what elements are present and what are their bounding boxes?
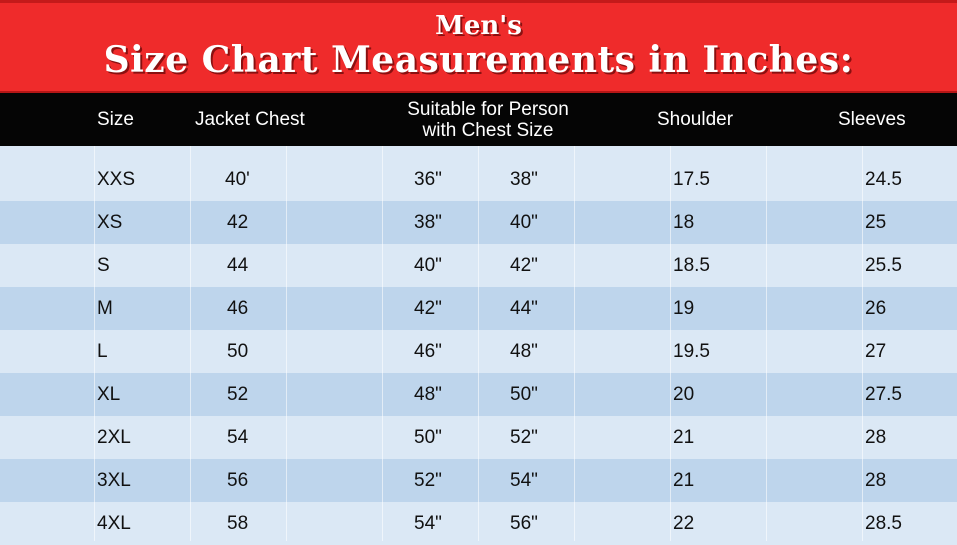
- header-jacket-chest: Jacket Chest: [195, 108, 305, 130]
- cell-chest-to: 56": [510, 513, 538, 534]
- grid-line: [862, 146, 863, 541]
- cell-chest-from: 48": [414, 384, 442, 405]
- cell-chest-from: 36": [414, 169, 442, 190]
- header-suitable-chest: Suitable for Person with Chest Size: [378, 99, 598, 141]
- cell-chest-to: 50": [510, 384, 538, 405]
- header-size: Size: [97, 108, 134, 130]
- cell-jacket-chest: 42: [227, 212, 249, 233]
- cell-shoulder: 18: [673, 212, 695, 233]
- grid-line: [94, 146, 95, 541]
- cell-chest-from: 54": [414, 513, 442, 534]
- cell-shoulder: 22: [673, 513, 695, 534]
- grid-line: [478, 146, 479, 541]
- cell-size: XS: [97, 212, 123, 233]
- cell-sleeves: 25.5: [865, 255, 902, 276]
- cell-shoulder: 19: [673, 298, 695, 319]
- cell-sleeves: 27.5: [865, 384, 902, 405]
- cell-sleeves: 28: [865, 427, 887, 448]
- header-shoulder: Shoulder: [657, 108, 734, 130]
- cell-chest-from: 46": [414, 341, 442, 362]
- cell-chest-from: 52": [414, 470, 442, 491]
- cell-chest-from: 38": [414, 212, 442, 233]
- cell-sleeves: 28.5: [865, 513, 902, 534]
- cell-chest-from: 40": [414, 255, 442, 276]
- grid-line: [766, 146, 767, 541]
- grid-line: [670, 146, 671, 541]
- header-suitable-line-1: Suitable for Person: [407, 99, 569, 120]
- cell-shoulder: 21: [673, 427, 695, 448]
- cell-shoulder: 17.5: [673, 169, 710, 190]
- cell-size: XL: [97, 384, 121, 405]
- cell-jacket-chest: 40': [225, 169, 250, 190]
- cell-size: 3XL: [97, 470, 131, 491]
- cell-chest-to: 54": [510, 470, 538, 491]
- cell-chest-from: 42": [414, 298, 442, 319]
- cell-size: S: [97, 255, 110, 276]
- cell-chest-to: 38": [510, 169, 538, 190]
- header-suitable-line-2: with Chest Size: [422, 120, 554, 141]
- cell-jacket-chest: 58: [227, 513, 249, 534]
- title-banner: Men's Size Chart Measurements in Inches:: [0, 0, 957, 93]
- grid-line: [574, 146, 575, 541]
- header-sleeves: Sleeves: [838, 108, 906, 130]
- cell-jacket-chest: 44: [227, 255, 249, 276]
- cell-chest-to: 48": [510, 341, 538, 362]
- cell-jacket-chest: 50: [227, 341, 249, 362]
- cell-size: 2XL: [97, 427, 131, 448]
- grid-line: [382, 146, 383, 541]
- title-line-1: Men's: [435, 11, 522, 41]
- cell-chest-to: 44": [510, 298, 538, 319]
- cell-sleeves: 26: [865, 298, 887, 319]
- cell-jacket-chest: 56: [227, 470, 249, 491]
- table-header: Size Jacket Chest Suitable for Person wi…: [0, 93, 957, 146]
- cell-chest-to: 42": [510, 255, 538, 276]
- cell-jacket-chest: 46: [227, 298, 249, 319]
- cell-sleeves: 27: [865, 341, 887, 362]
- cell-shoulder: 19.5: [673, 341, 710, 362]
- cell-chest-to: 40": [510, 212, 538, 233]
- cell-sleeves: 24.5: [865, 169, 902, 190]
- cell-size: M: [97, 298, 113, 319]
- cell-size: L: [97, 341, 108, 362]
- cell-chest-from: 50": [414, 427, 442, 448]
- cell-shoulder: 21: [673, 470, 695, 491]
- cell-sleeves: 25: [865, 212, 887, 233]
- cell-size: 4XL: [97, 513, 131, 534]
- cell-jacket-chest: 54: [227, 427, 249, 448]
- cell-jacket-chest: 52: [227, 384, 249, 405]
- title-line-2: Size Chart Measurements in Inches:: [103, 39, 854, 81]
- cell-shoulder: 20: [673, 384, 695, 405]
- grid-line: [286, 146, 287, 541]
- grid-line: [190, 146, 191, 541]
- cell-shoulder: 18.5: [673, 255, 710, 276]
- cell-chest-to: 52": [510, 427, 538, 448]
- cell-size: XXS: [97, 169, 136, 190]
- cell-sleeves: 28: [865, 470, 887, 491]
